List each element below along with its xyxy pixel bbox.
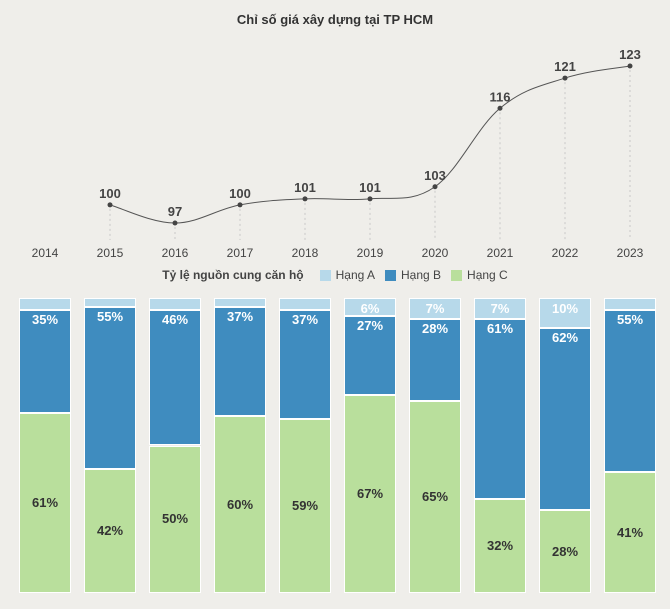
data-label-2022: 121 [554,59,576,74]
bar-label-hạng-a-2019: 6% [360,301,380,316]
bar-segment-hạng-b-2017 [214,306,266,416]
bar-segment-hạng-c-2016 [149,445,201,593]
x-tick-label-2020: 2020 [422,246,449,260]
data-label-2021: 116 [490,89,511,104]
bar-segment-hạng-c-2022 [539,510,591,593]
bar-segment-hạng-a-2014 [19,298,71,310]
bar-segment-hạng-b-2016 [149,309,201,446]
data-point-2022 [562,75,568,81]
bar-label-hạng-b-2021: 61% [486,320,514,336]
data-point-2016 [172,220,178,226]
data-label-2016: 97 [168,204,182,219]
x-tick-label-2019: 2019 [357,246,384,260]
bar-label-hạng-c-2022: 28% [551,543,579,559]
bar-segment-hạng-c-2021 [474,498,526,593]
bar-label-hạng-c-2019: 67% [356,486,384,502]
bar-segment-hạng-c-2019 [344,395,396,593]
legend-item-hang-c: Hạng C [451,268,508,282]
bar-label-hạng-b-2014: 35% [31,311,59,327]
bar-label-hạng-c-2018: 59% [291,497,319,513]
bar-segment-hạng-a-2016 [149,298,201,310]
bar-segment-hạng-a-2020 [409,298,461,319]
data-point-2018 [302,196,308,202]
legend-swatch-hang-c [451,269,463,281]
bar-segment-hạng-b-2019 [344,315,396,396]
data-label-2015: 100 [99,186,121,201]
legend-label-hang-a: Hạng A [335,268,375,282]
bar-label-hạng-c-2020: 65% [421,489,449,505]
bar-segment-hạng-b-2020 [409,318,461,402]
bar-segment-hạng-b-2022 [539,327,591,511]
data-label-2023: 123 [619,47,641,62]
bar-label-hạng-b-2018: 37% [291,311,319,327]
x-tick-label-2016: 2016 [162,246,189,260]
legend-label-hang-b: Hạng B [401,268,442,282]
bar-segment-hạng-a-2021 [474,298,526,319]
bar-segment-hạng-c-2023 [604,472,656,593]
data-label-2020: 103 [424,168,446,183]
bar-label-hạng-b-2017: 37% [226,308,254,324]
bar-label-hạng-b-2019: 27% [356,317,384,333]
bar-chart-title: Tỷ lệ nguồn cung căn hộ [162,268,304,282]
x-tick-label-2014: 2014 [32,246,59,260]
bar-segment-hạng-c-2017 [214,416,266,593]
bar-segment-hạng-a-2017 [214,298,266,307]
x-tick-label-2023: 2023 [617,246,644,260]
legend-item-hang-b: Hạng B [385,268,441,282]
bar-label-hạng-c-2017: 60% [226,496,254,512]
legend-swatch-hang-a [319,269,331,281]
bar-segment-hạng-b-2014 [19,309,71,414]
x-tick-label-2021: 2021 [487,246,514,260]
bar-label-hạng-a-2021: 7% [490,301,510,316]
bar-label-hạng-c-2015: 42% [96,523,124,539]
bar-segment-hạng-a-2022 [539,298,591,328]
line-chart-title: Chỉ số giá xây dựng tại TP HCM [236,12,434,27]
bar-segment-hạng-b-2021 [474,318,526,499]
bar-label-hạng-c-2023: 41% [616,524,644,540]
x-tick-label-2022: 2022 [552,246,579,260]
bar-segment-hạng-b-2023 [604,309,656,473]
bar-label-hạng-b-2023: 55% [616,311,644,327]
data-point-2019 [367,196,373,202]
bar-label-hạng-b-2015: 55% [96,308,124,324]
bar-label-hạng-b-2020: 28% [421,320,449,336]
bar-segment-hạng-c-2014 [19,413,71,593]
legend: Tỷ lệ nguồn cung căn hộ Hạng A Hạng B Hạ… [0,268,670,282]
bar-label-hạng-a-2020: 7% [425,301,445,316]
bar-segment-hạng-a-2019 [344,298,396,316]
bar-segment-hạng-a-2023 [604,298,656,310]
bar-label-hạng-a-2022: 10% [551,301,579,316]
bar-label-hạng-c-2016: 50% [161,511,189,527]
bar-segment-hạng-a-2015 [84,298,136,307]
bar-label-hạng-c-2021: 32% [486,537,514,553]
data-point-2015 [107,202,113,208]
bar-label-hạng-b-2016: 46% [161,311,189,327]
bar-segment-hạng-c-2018 [279,418,331,593]
legend-swatch-hang-b [385,269,396,281]
data-point-2023 [627,63,633,69]
bar-label-hạng-b-2022: 62% [551,329,579,345]
data-point-2020 [432,184,438,190]
x-tick-label-2017: 2017 [227,246,254,260]
data-point-2021 [497,105,503,111]
data-label-2018: 101 [294,180,316,195]
x-tick-label-2018: 2018 [292,246,319,260]
data-point-2017 [237,202,243,208]
data-label-2017: 100 [229,186,251,201]
bar-segment-hạng-a-2018 [279,298,331,310]
price-index-line-chart: 100 97 100 101 101 103 116 121 123 2014 2015 2016 20… [32,47,644,260]
bar-segment-hạng-b-2015 [84,306,136,470]
data-label-2019: 101 [359,180,381,195]
bar-segment-hạng-c-2015 [84,469,136,593]
x-tick-label-2015: 2015 [97,246,124,260]
bar-segment-hạng-c-2020 [409,401,461,593]
bar-label-hạng-c-2014: 61% [31,495,59,511]
bar-segment-hạng-b-2018 [279,309,331,419]
legend-item-hang-a: Hạng A [319,268,375,282]
legend-label-hang-c: Hạng C [467,268,508,282]
